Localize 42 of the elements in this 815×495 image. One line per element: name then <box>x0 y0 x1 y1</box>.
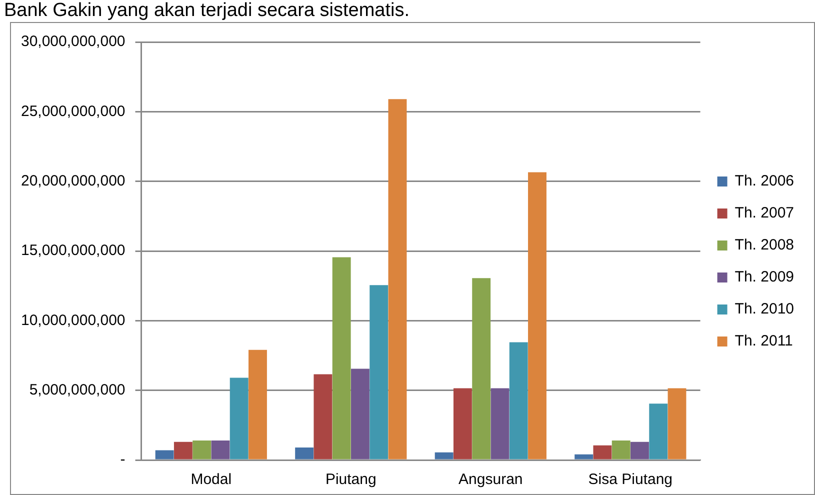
bar <box>370 285 388 460</box>
bar <box>230 378 248 460</box>
bar <box>314 374 332 460</box>
y-tick-label: - <box>120 451 126 468</box>
bar <box>388 99 407 460</box>
y-tick-label: 25,000,000,000 <box>20 102 126 120</box>
legend-label: Th. 2008 <box>734 236 794 254</box>
x-tick-label: Modal <box>190 471 232 488</box>
legend-label: Th. 2006 <box>734 172 794 190</box>
bar <box>350 368 370 460</box>
bar <box>248 350 267 460</box>
bar <box>630 442 649 460</box>
x-tick-label: Angsuran <box>458 471 523 488</box>
bar <box>192 440 212 460</box>
bar <box>332 257 351 460</box>
y-tick-label: 15,000,000,000 <box>20 242 126 260</box>
legend-label: Th. 2009 <box>734 268 794 286</box>
bar <box>295 447 314 460</box>
bar <box>574 454 594 460</box>
bar <box>155 450 174 460</box>
y-tick-label: 30,000,000,000 <box>20 33 126 50</box>
bar <box>668 388 686 460</box>
bar <box>453 388 472 460</box>
bar <box>649 404 668 460</box>
legend-label: Th. 2011 <box>734 332 793 350</box>
x-tick-label: Sisa Piutang <box>588 471 673 488</box>
y-tick-label: 5,000,000,000 <box>29 381 126 398</box>
bar <box>174 442 192 460</box>
bar <box>593 445 612 460</box>
legend-label: Th. 2010 <box>734 300 794 318</box>
bar <box>612 440 630 460</box>
bar <box>490 388 510 460</box>
y-tick-label: 10,000,000,000 <box>20 312 126 329</box>
x-tick-label: Piutang <box>325 471 376 488</box>
bar <box>434 452 454 460</box>
y-tick-label: 20,000,000,000 <box>20 172 126 190</box>
legend-label: Th. 2007 <box>734 204 794 222</box>
text: Bank Gakin yang akan terjadi secara sistematis. <box>4 0 410 22</box>
bar <box>472 278 491 460</box>
bar <box>509 342 528 460</box>
bar <box>528 172 546 460</box>
bar <box>211 440 230 460</box>
